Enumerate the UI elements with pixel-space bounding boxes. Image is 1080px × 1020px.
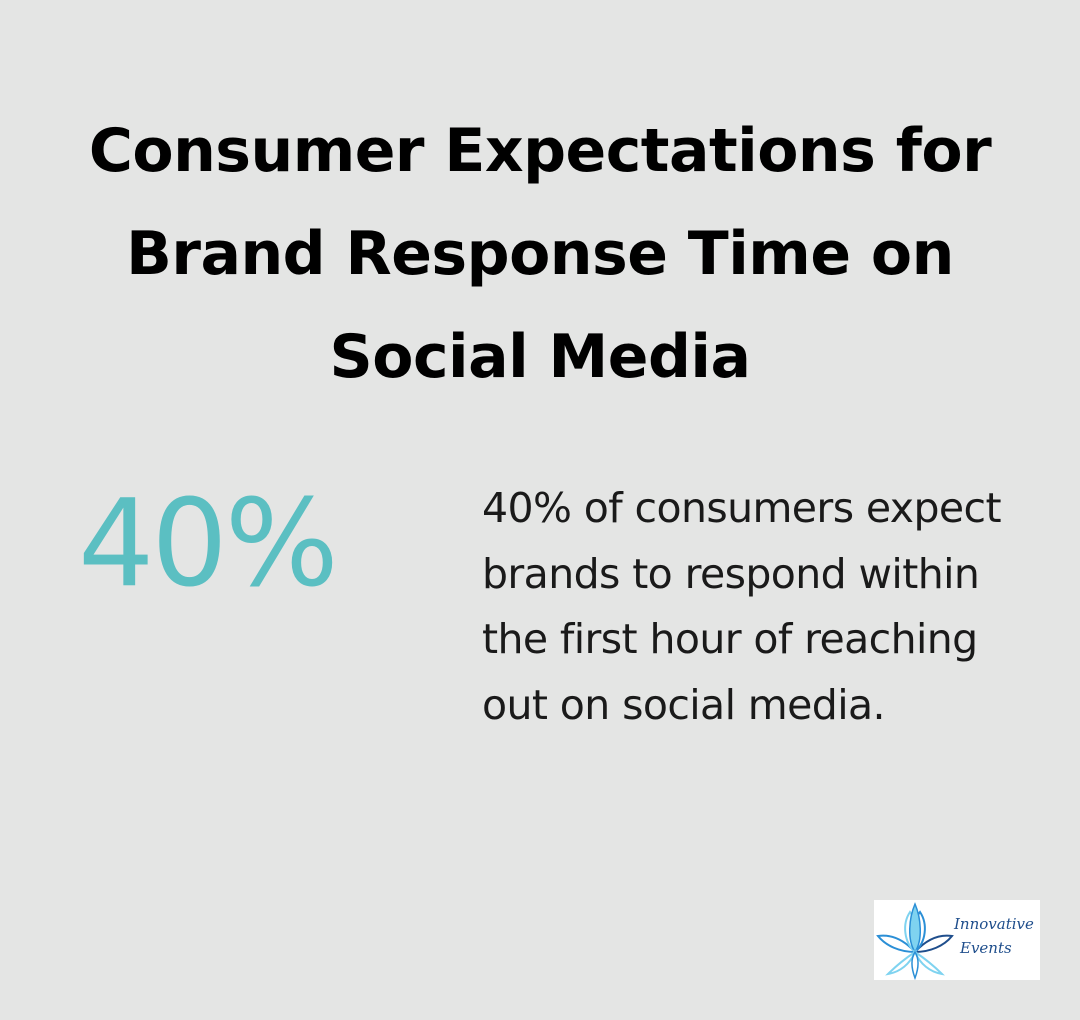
stat-description: 40% of consumers expect brands to respon…	[482, 484, 1002, 729]
lotus-icon	[876, 902, 954, 980]
logo-text-line1: Innovative	[954, 915, 1034, 933]
logo-text-line2: Events	[960, 939, 1012, 957]
logo-text: Innovative Events	[954, 912, 1040, 960]
stat-value: 40%	[78, 475, 339, 614]
brand-logo: Innovative Events	[874, 900, 1040, 980]
page-title: Consumer Expectations for Brand Response…	[88, 116, 992, 392]
